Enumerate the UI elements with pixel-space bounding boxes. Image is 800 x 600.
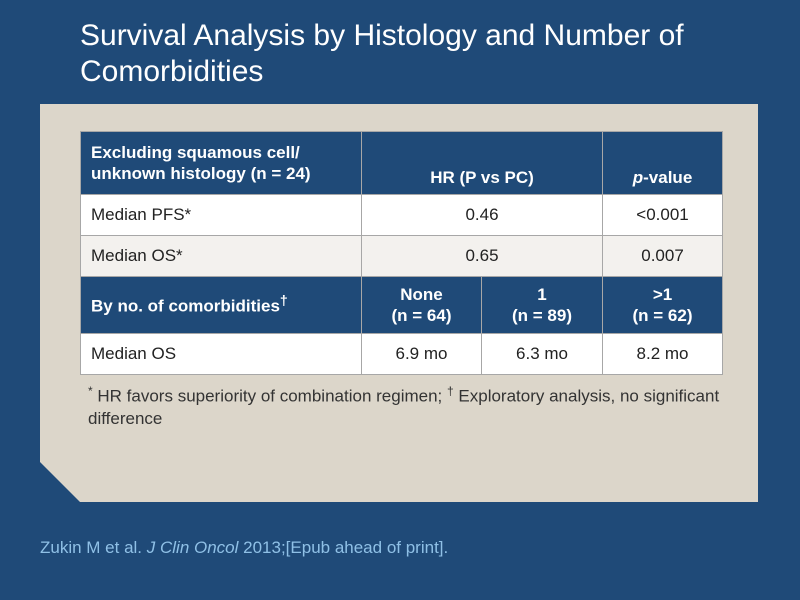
citation-journal: J Clin Oncol [146,538,239,557]
row-pvalue: <0.001 [603,195,723,236]
table-row: Median OS 6.9 mo 6.3 mo 8.2 mo [81,334,723,375]
row-label: Median OS [81,334,362,375]
header-col-one-line2: (n = 89) [512,306,572,325]
header-col-more-line1: >1 [652,285,673,304]
header-comorbidities-text: By no. of comorbidities [91,296,280,316]
header-col-one-line1: 1 [537,285,547,304]
footnote-text-1: HR favors superiority of combination reg… [92,386,447,406]
content-panel: Excluding squamous cell/ unknown histolo… [40,104,758,502]
asterisk-mark: * [88,384,93,398]
footnote: * HR favors superiority of combination r… [88,380,728,430]
slide-title: Survival Analysis by Histology and Numbe… [80,19,684,88]
header-col-none-line2: (n = 64) [391,306,452,325]
row-pvalue: 0.007 [603,236,723,277]
header-col-none: None (n = 64) [362,277,482,334]
row-hr: 0.46 [362,195,603,236]
header-col-none-line1: None [400,285,443,304]
header-col-more-line2: (n = 62) [632,306,693,325]
header-hr: HR (P vs PC) [362,132,603,195]
header-col-more: >1 (n = 62) [603,277,723,334]
citation-authors: Zukin M et al. [40,538,147,557]
header-pvalue-italic: p [632,168,644,187]
row-value-more: 8.2 mo [603,334,723,375]
table-header-comorbidities: By no. of comorbidities† None (n = 64) 1 (… [81,277,723,334]
row-value-one: 6.3 mo [482,334,603,375]
header-pvalue-rest: -value [643,168,693,187]
dagger-mark: † [279,293,288,310]
header-histology-label: Excluding squamous cell/ unknown histolo… [81,132,362,195]
header-col-one: 1 (n = 89) [482,277,603,334]
row-label: Median PFS* [81,195,362,236]
citation: Zukin M et al. J Clin Oncol 2013;[Epub a… [40,538,448,558]
table-row: Median OS* 0.65 0.007 [81,236,723,277]
row-value-none: 6.9 mo [362,334,482,375]
table-header-histology: Excluding squamous cell/ unknown histolo… [81,132,723,195]
survival-table: Excluding squamous cell/ unknown histolo… [80,131,723,375]
footnote-text-2: Exploratory analysis, no significant dif… [88,386,720,428]
dagger-mark: † [446,384,454,398]
header-comorbidities-label: By no. of comorbidities† [81,277,362,334]
header-pvalue: p-value [603,132,723,195]
table-row: Median PFS* 0.46 <0.001 [81,195,723,236]
row-label: Median OS* [81,236,362,277]
row-hr: 0.65 [362,236,603,277]
citation-rest: 2013;[Epub ahead of print]. [238,538,449,557]
